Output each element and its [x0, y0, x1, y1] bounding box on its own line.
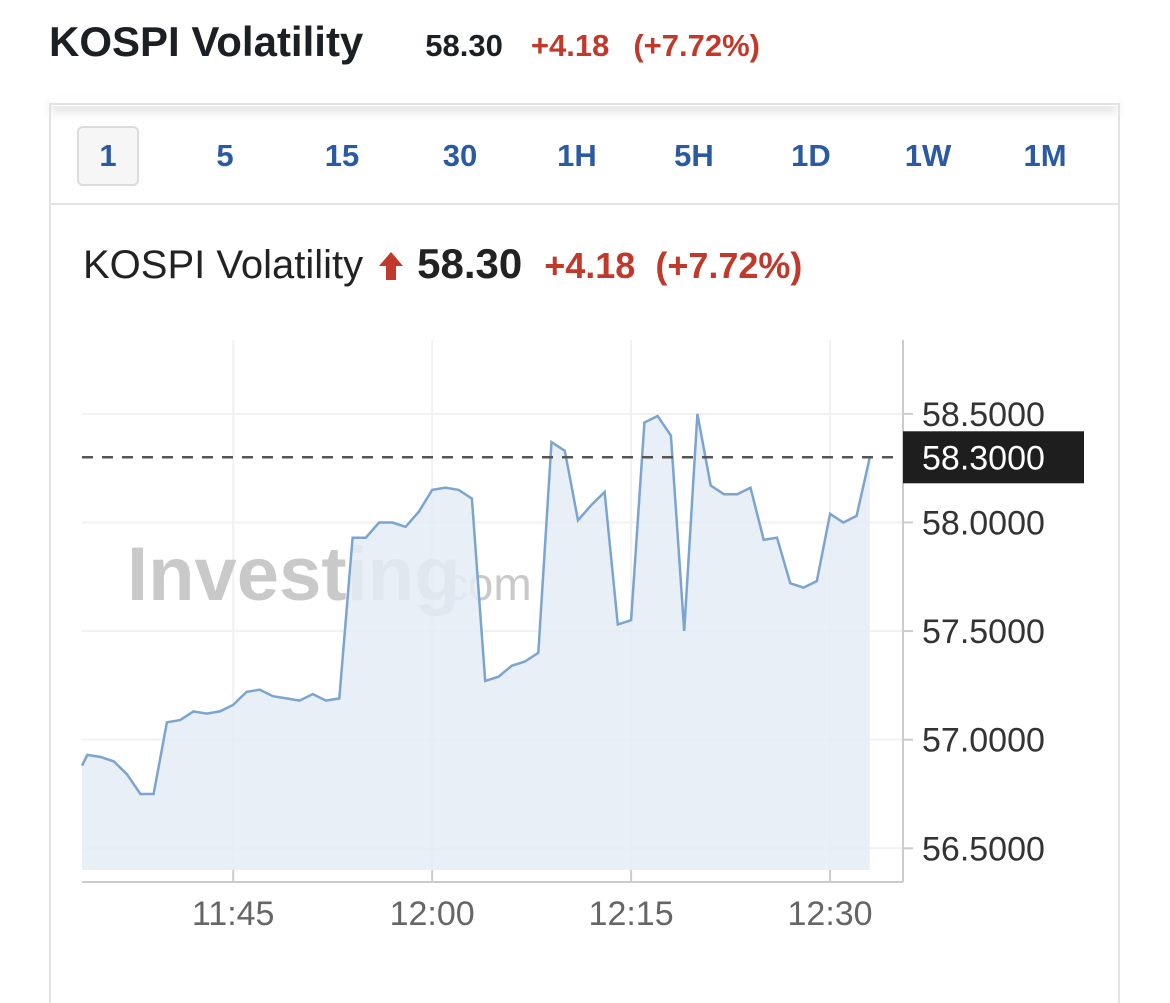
tab-15-minutes[interactable]: 15	[324, 138, 360, 173]
current-price-label: 58.3000	[922, 439, 1045, 477]
tab-30-minutes[interactable]: 30	[442, 138, 478, 173]
instrument-title: KOSPI Volatility	[49, 18, 364, 65]
x-tick-label: 11:45	[192, 895, 275, 933]
chart-legend: KOSPI Volatility 58.30 +4.18 (+7.72%)	[83, 240, 802, 288]
axes: 58.5000 58.0000 57.5000 57.0000 56.5000 11:45…	[82, 340, 1084, 933]
price-change: +4.18	[530, 28, 610, 63]
x-tick-label: 12:00	[390, 895, 475, 933]
arrow-up-icon	[379, 252, 404, 280]
quote-header: KOSPI Volatility 58.30 +4.18 (+7.72%)	[49, 18, 760, 66]
tab-1-hour[interactable]: 1H	[557, 138, 597, 173]
price-line	[80, 413, 872, 796]
chart-widget: 1 5 15 30 1H 5H 1D 1W 1M	[49, 103, 1120, 1003]
legend-price: 58.30	[417, 240, 523, 287]
y-tick-label: 58.5000	[922, 396, 1045, 434]
price-change-percent: (+7.72%)	[633, 28, 760, 63]
legend-name: KOSPI Volatility	[83, 243, 364, 287]
x-tick-label: 12:15	[589, 895, 674, 933]
y-tick-label: 57.5000	[922, 613, 1045, 651]
legend-change-percent: (+7.72%)	[655, 245, 803, 286]
legend-change: +4.18	[544, 245, 636, 286]
tab-1-minute[interactable]: 1	[77, 126, 139, 186]
interval-tabs: 1 5 15 30 1H 5H 1D 1W 1M	[51, 105, 1118, 205]
tab-1-week[interactable]: 1W	[904, 138, 952, 173]
x-tick-label: 12:30	[788, 895, 873, 933]
y-tick-label: 56.5000	[922, 830, 1045, 868]
y-tick-label: 57.0000	[922, 722, 1045, 760]
price-area	[82, 413, 870, 870]
current-price-badge	[903, 431, 1084, 484]
tab-5-minutes[interactable]: 5	[216, 138, 234, 173]
last-price: 58.30	[425, 28, 503, 63]
tab-1-month[interactable]: 1M	[1023, 138, 1067, 173]
y-tick-label: 58.0000	[922, 504, 1045, 542]
tab-5-hours[interactable]: 5H	[674, 138, 714, 173]
tab-1-day[interactable]: 1D	[791, 138, 831, 173]
